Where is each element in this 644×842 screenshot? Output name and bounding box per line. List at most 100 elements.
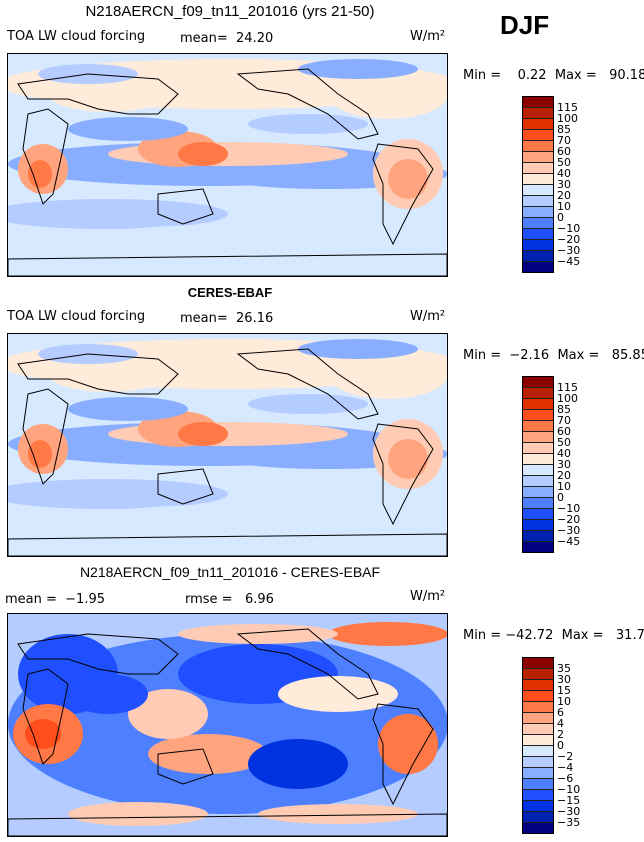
colorbar-tick-label: 30	[557, 178, 571, 191]
colorbar-bin	[523, 229, 553, 240]
coastline	[372, 143, 434, 246]
contour-region	[8, 199, 228, 229]
coastline	[236, 68, 379, 140]
colorbar-tick-label: 10	[557, 480, 571, 493]
colorbar-bin	[523, 779, 553, 790]
panel2-map	[7, 333, 448, 557]
colorbar-tick-label: −10	[557, 783, 581, 796]
colorbar-tick-label: 70	[557, 414, 571, 427]
colorbar-bin	[523, 410, 553, 421]
contour-region	[328, 69, 447, 119]
colorbar-bin	[523, 801, 553, 812]
colorbar-tick-label: 115	[557, 381, 578, 394]
coastline	[8, 253, 447, 276]
colorbar-bin	[523, 196, 553, 207]
colorbar-tick-label: 0	[557, 739, 564, 752]
colorbar-bin	[523, 207, 553, 218]
colorbar-bin	[523, 669, 553, 680]
colorbar-bin	[523, 498, 553, 509]
coastline	[372, 423, 434, 526]
colorbar-tick-label: 20	[557, 469, 571, 482]
contour-region	[178, 142, 228, 166]
contour-region	[298, 339, 418, 359]
colorbar-bin	[523, 823, 553, 833]
panel2-minmax: Min = −2.16 Max = 85.85	[463, 348, 644, 363]
coastline	[22, 388, 69, 485]
panel1-mean: mean= 24.20	[180, 31, 274, 46]
colorbar-tick-label: 50	[557, 156, 571, 169]
panel1-map	[7, 53, 448, 277]
colorbar-bin	[523, 680, 553, 691]
colorbar-bin	[523, 768, 553, 779]
colorbar-bin	[523, 812, 553, 823]
coastline	[236, 348, 379, 420]
colorbar-bin	[523, 163, 553, 174]
colorbar-tick-label: 85	[557, 403, 571, 416]
colorbar-bin	[523, 443, 553, 454]
colorbar-tick-label: −2	[557, 750, 574, 763]
colorbar-bin	[523, 218, 553, 229]
panel2-title: CERES-EBAF	[187, 285, 273, 300]
colorbar-tick-label: −30	[557, 524, 581, 537]
colorbar-bin	[523, 152, 553, 163]
season-label: DJF	[500, 10, 550, 40]
panel3-mean: mean = −1.95	[5, 592, 105, 607]
coastline	[157, 468, 214, 505]
contour-region	[108, 504, 428, 524]
colorbar-bin	[523, 174, 553, 185]
contour-region	[68, 397, 188, 421]
colorbar-bin	[523, 399, 553, 410]
colorbar-tick-label: −45	[557, 535, 581, 548]
colorbar-bin	[523, 454, 553, 465]
panel3-colorbar	[522, 657, 554, 834]
colorbar-tick-label: −15	[557, 794, 581, 807]
colorbar-tick-label: −10	[557, 222, 581, 235]
panel1-minmax: Min = 0.22 Max = 90.18	[463, 68, 644, 83]
contour-region	[108, 224, 428, 244]
colorbar-tick-label: 30	[557, 458, 571, 471]
panel3-map	[7, 613, 448, 837]
coastline	[157, 188, 214, 225]
colorbar-bin	[523, 119, 553, 130]
colorbar-bin	[523, 465, 553, 476]
contour-region	[328, 622, 447, 646]
contour-region	[298, 59, 418, 79]
colorbar-bin	[523, 97, 553, 108]
colorbar-tick-label: 115	[557, 101, 578, 114]
panel1-units: W/m²	[410, 29, 446, 44]
coastline	[157, 748, 214, 785]
contour-region	[248, 739, 348, 789]
colorbar-tick-label: 10	[557, 200, 571, 213]
coastline	[236, 628, 379, 700]
colorbar-tick-label: 35	[557, 662, 571, 675]
colorbar-tick-label: 6	[557, 706, 564, 719]
colorbar-tick-label: 60	[557, 425, 571, 438]
contour-region	[378, 714, 438, 774]
contour-region	[28, 160, 52, 188]
contour-region	[25, 719, 61, 749]
colorbar-bin	[523, 388, 553, 399]
contour-region	[258, 804, 418, 824]
colorbar-tick-label: −20	[557, 513, 581, 526]
colorbar-bin	[523, 691, 553, 702]
contour-region	[68, 117, 188, 141]
contour-region	[148, 734, 268, 774]
colorbar-tick-label: −30	[557, 244, 581, 257]
colorbar-bin	[523, 713, 553, 724]
contour-field	[8, 614, 447, 836]
colorbar-tick-label: 10	[557, 695, 571, 708]
panel2-colorbar	[522, 376, 554, 553]
panel1-colorbar	[522, 96, 554, 273]
colorbar-bin	[523, 240, 553, 251]
colorbar-bin	[523, 746, 553, 757]
colorbar-tick-label: −4	[557, 761, 574, 774]
contour-region	[388, 159, 428, 199]
panel2-variable: TOA LW cloud forcing	[7, 309, 146, 324]
colorbar-bin	[523, 658, 553, 669]
panel3-minmax: Min = −42.72 Max = 31.73	[463, 628, 644, 643]
panel1-variable: TOA LW cloud forcing	[7, 29, 146, 44]
contour-region	[248, 394, 368, 414]
colorbar-bin	[523, 757, 553, 768]
colorbar-tick-label: 20	[557, 189, 571, 202]
